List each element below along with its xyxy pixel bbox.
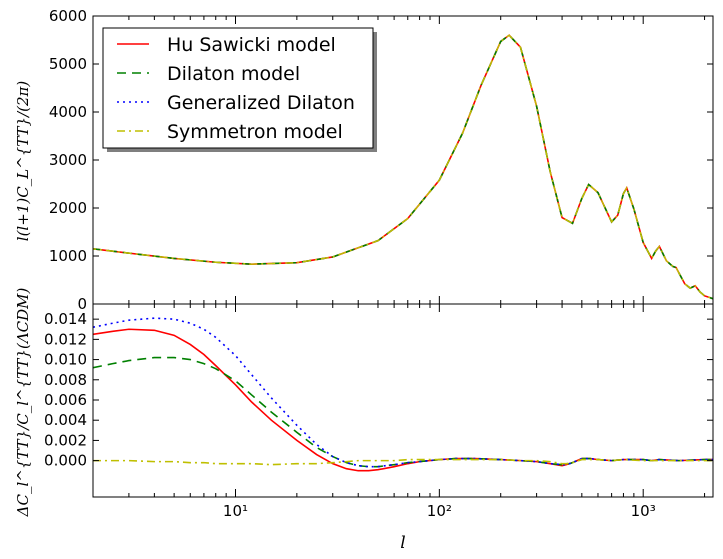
legend-label: Symmetron model xyxy=(167,121,343,143)
bottom-xtick-label: 10¹ xyxy=(223,502,248,520)
legend: Hu Sawicki model Dilaton model Generalized… xyxy=(102,27,377,152)
bottom-series-line-3 xyxy=(93,458,713,466)
legend-label: Hu Sawicki model xyxy=(167,34,336,56)
bottom-ytick-label: 0.008 xyxy=(44,371,87,389)
bottom-series-line-1 xyxy=(93,356,713,468)
bottom-panel: 0.000 0.002 0.004 0.006 0.008 0.010 0.012 0.014… xyxy=(44,303,714,520)
bottom-ytick-label: 0.002 xyxy=(44,431,87,449)
top-ytick-label: 4000 xyxy=(49,103,87,121)
bottom-ytick-label: 0.014 xyxy=(44,310,87,328)
bottom-xtick-label: 10³ xyxy=(631,502,656,520)
bottom-ytick-label: 0.006 xyxy=(44,391,87,409)
top-ytick-label: 1000 xyxy=(49,247,87,265)
top-ytick-label: 2000 xyxy=(49,199,87,217)
bottom-plot-frame xyxy=(92,303,714,498)
legend-label: Generalized Dilaton xyxy=(167,92,355,114)
top-ytick-label: 6000 xyxy=(49,7,87,25)
bottom-series-group xyxy=(93,317,713,472)
bottom-ytick-label: 0.010 xyxy=(44,351,87,369)
top-panel: 0 1000 2000 3000 4000 5000 6000 xyxy=(49,7,714,313)
bottom-xtick-label: 10² xyxy=(427,502,452,520)
bottom-xlabel: l xyxy=(400,533,405,553)
bottom-series-line-2 xyxy=(93,317,713,468)
top-ytick-label: 3000 xyxy=(49,151,87,169)
bottom-series-line-0 xyxy=(93,328,713,472)
top-ytick-label: 0 xyxy=(77,295,87,313)
bottom-ytick-label: 0.004 xyxy=(44,411,87,429)
top-series-overlay-dashdot xyxy=(93,34,713,300)
top-series-group xyxy=(93,34,713,300)
bottom-ytick-label: 0.000 xyxy=(44,452,87,470)
bottom-ylabel: ΔC_l^{TT}/C_l^{TT}(ΛCDM) xyxy=(14,287,32,517)
legend-label: Dilaton model xyxy=(167,63,300,85)
top-ylabel: l(l+1)C_L^{TT}/(2π) xyxy=(14,81,32,242)
legend-box xyxy=(102,27,374,149)
top-ytick-label: 5000 xyxy=(49,55,87,73)
bottom-ytick-label: 0.012 xyxy=(44,330,87,348)
